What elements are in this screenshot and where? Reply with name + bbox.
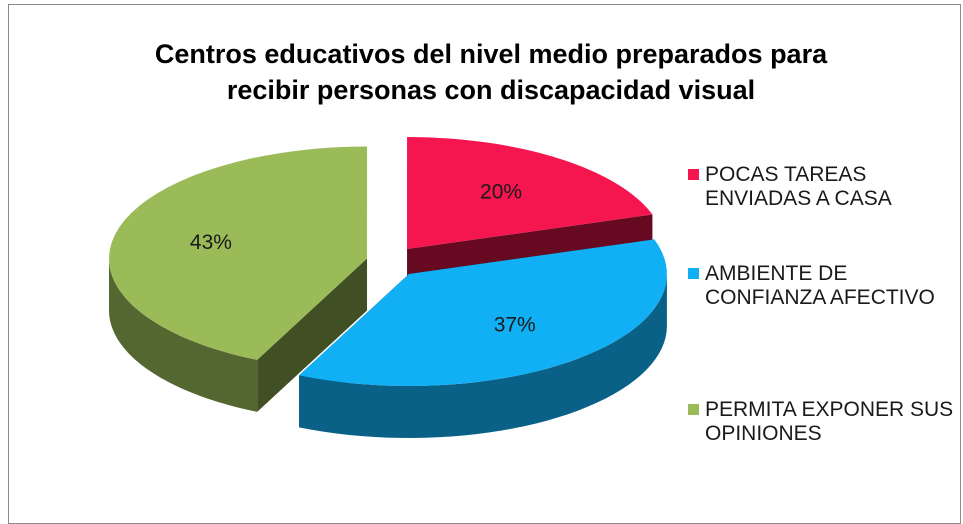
legend-item: PERMITA EXPONER SUS OPINIONES xyxy=(688,398,958,446)
legend-item: AMBIENTE DE CONFIANZA AFECTIVO xyxy=(688,262,958,310)
pie-side xyxy=(257,258,368,412)
legend-swatch xyxy=(688,268,699,279)
data-label: 43% xyxy=(190,231,232,254)
data-label: 37% xyxy=(494,314,536,337)
pie-slice xyxy=(299,239,667,386)
legend-swatch xyxy=(688,169,699,180)
chart-title: Centros educativos del nivel medio prepa… xyxy=(154,39,828,105)
pie-side xyxy=(109,258,258,412)
pie-slice xyxy=(407,137,653,250)
legend-label: PERMITA EXPONER SUS OPINIONES xyxy=(705,398,954,445)
chart: 20% 37% 43% xyxy=(109,137,667,438)
legend-label: AMBIENTE DE CONFIANZA AFECTIVO xyxy=(705,262,935,309)
legend-swatch xyxy=(688,404,699,415)
pie-slice xyxy=(109,146,368,360)
legend-item: POCAS TAREAS ENVIADAS A CASA xyxy=(688,163,958,211)
data-label: 20% xyxy=(480,180,522,203)
pie-side xyxy=(299,274,667,438)
legend-label: POCAS TAREAS ENVIADAS A CASA xyxy=(705,163,892,210)
